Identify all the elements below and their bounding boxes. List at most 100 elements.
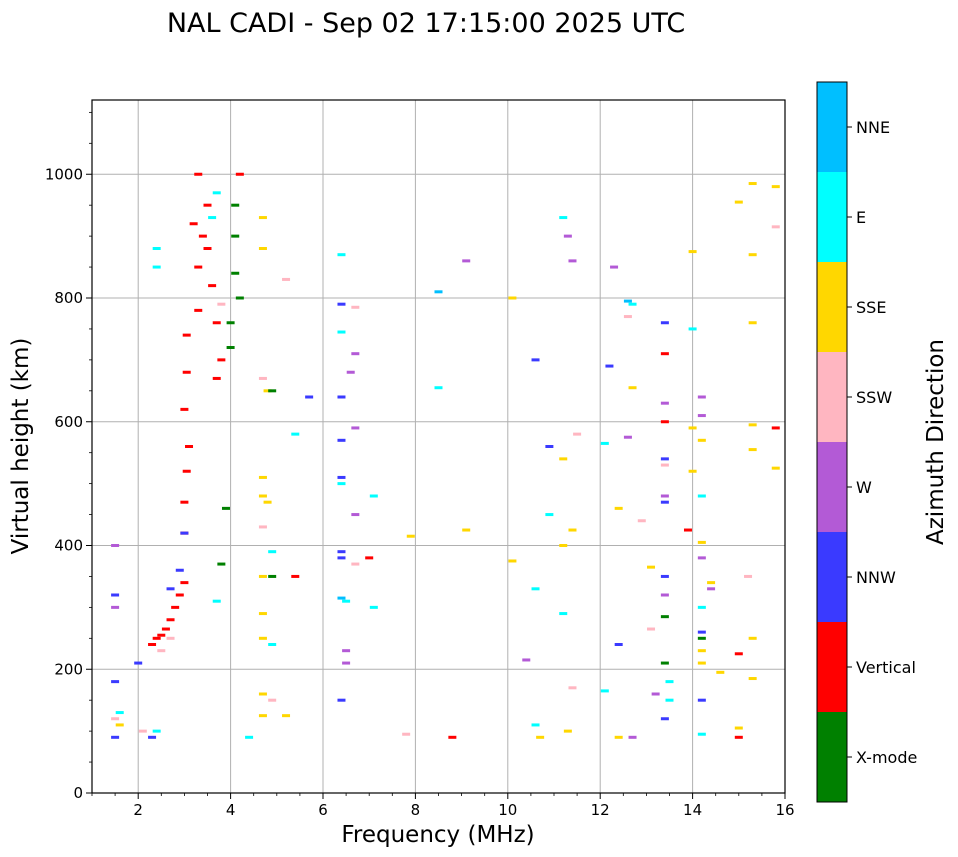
x-tick-label: 4	[226, 801, 236, 819]
colorbar-segment	[817, 262, 847, 352]
colorbar-label: Azimuth Direction	[923, 339, 949, 545]
echo-point-nnw	[697, 698, 706, 702]
echo-point-e	[434, 386, 443, 390]
echo-point-ssw	[660, 463, 669, 467]
echo-point-e	[665, 680, 674, 684]
echo-point-x-mode	[226, 346, 235, 349]
echo-point-e	[115, 711, 124, 715]
echo-point-nnw	[660, 321, 669, 325]
echo-point-nnw	[545, 445, 554, 448]
y-tick-label: 400	[54, 537, 83, 555]
colorbar-category-label: W	[856, 478, 872, 497]
echo-point-nnw	[337, 438, 346, 442]
colorbar-category-label: SSW	[856, 388, 892, 407]
colorbar-category-label: Vertical	[856, 658, 916, 677]
echo-point-x-mode	[231, 203, 240, 207]
echo-point-nnw	[305, 395, 314, 399]
echo-point-e	[152, 729, 161, 733]
echo-point-ssw	[744, 574, 753, 578]
echo-point-nnw	[337, 556, 346, 560]
echo-point-w	[623, 435, 632, 439]
echo-point-sse	[406, 534, 415, 538]
echo-point-e	[665, 698, 674, 702]
y-tick-label: 1000	[45, 165, 83, 183]
echo-point-vertical	[203, 247, 212, 250]
echo-point-vertical	[734, 735, 743, 739]
echo-point-sse	[258, 636, 267, 640]
echo-point-x-mode	[226, 321, 235, 325]
echo-point-sse	[282, 714, 291, 718]
echo-point-sse	[748, 182, 757, 186]
echo-point-e	[337, 253, 346, 257]
y-tick-label: 200	[54, 660, 83, 678]
echo-point-w	[697, 556, 706, 560]
echo-point-sse	[748, 448, 757, 452]
echo-point-x-mode	[221, 506, 230, 510]
echo-point-sse	[748, 321, 757, 325]
echo-point-sse	[748, 253, 757, 257]
echo-point-w	[351, 513, 360, 517]
echo-point-vertical	[208, 284, 217, 288]
echo-point-ssw	[771, 225, 780, 229]
echo-point-nnw	[180, 531, 189, 535]
echo-point-w	[660, 494, 669, 498]
colorbar-category-label: SSE	[856, 298, 886, 317]
echo-point-e	[152, 265, 161, 269]
echo-point-e	[208, 216, 217, 220]
echo-point-sse	[563, 729, 572, 733]
echo-point-w	[568, 259, 577, 263]
colorbar-segment	[817, 532, 847, 622]
colorbar-segment	[817, 172, 847, 262]
echo-point-sse	[559, 544, 568, 547]
echo-point-sse	[258, 574, 267, 578]
echo-point-x-mode	[697, 636, 706, 640]
chart-title: NAL CADI - Sep 02 17:15:00 2025 UTC	[167, 8, 685, 39]
echo-point-e	[697, 732, 706, 736]
echo-point-nne	[623, 299, 632, 303]
echo-point-ssw	[568, 686, 577, 690]
x-tick-label: 10	[498, 801, 517, 819]
echo-point-nnw	[148, 735, 157, 739]
echo-point-sse	[697, 649, 706, 653]
echo-point-sse	[258, 714, 267, 718]
echo-point-e	[268, 550, 277, 554]
colorbar-segment	[817, 442, 847, 532]
echo-point-sse	[771, 185, 780, 189]
echo-point-e	[531, 723, 540, 727]
grid-lines	[92, 100, 786, 794]
echo-point-vertical	[182, 370, 191, 374]
echo-point-e	[369, 605, 378, 609]
colorbar-segment	[817, 712, 847, 802]
echo-point-e	[559, 612, 568, 616]
echo-point-ssw	[573, 432, 582, 436]
echo-point-w	[697, 395, 706, 399]
echo-point-w	[707, 587, 716, 591]
echo-point-nnw	[614, 643, 623, 646]
echo-point-e	[212, 191, 221, 195]
x-tick-label: 8	[411, 801, 421, 819]
echo-point-w	[651, 692, 660, 696]
echo-point-x-mode	[235, 296, 244, 300]
echo-point-vertical	[189, 222, 198, 226]
x-axis-label: Frequency (MHz)	[341, 822, 534, 848]
colorbar-category-label: X-mode	[856, 748, 917, 767]
echo-point-sse	[614, 506, 623, 510]
x-tick-label: 14	[683, 801, 702, 819]
echo-point-x-mode	[268, 389, 277, 393]
echo-point-sse	[258, 247, 267, 250]
echo-point-vertical	[198, 234, 207, 238]
echo-point-vertical	[291, 574, 300, 578]
echo-point-vertical	[683, 528, 692, 532]
echo-point-sse	[707, 581, 716, 585]
echo-point-vertical	[180, 407, 189, 411]
echo-point-vertical	[365, 556, 374, 560]
echo-point-nnw	[111, 680, 120, 684]
echo-point-sse	[647, 565, 656, 569]
echo-point-e	[369, 494, 378, 498]
echo-point-w	[610, 265, 619, 269]
echo-point-w	[351, 352, 360, 356]
echo-point-vertical	[182, 333, 191, 337]
colorbar-category-label: E	[856, 208, 866, 227]
echo-point-nne	[434, 290, 443, 294]
